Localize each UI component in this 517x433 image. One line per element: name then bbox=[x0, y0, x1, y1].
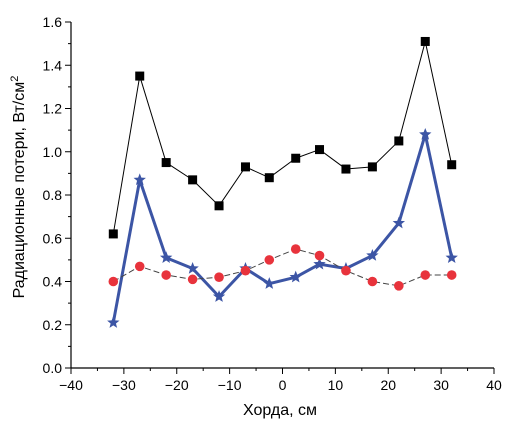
y-tick-label: 0.4 bbox=[43, 274, 63, 290]
data-point-square bbox=[214, 201, 224, 211]
series-circle bbox=[108, 244, 457, 291]
x-tick-label: −20 bbox=[165, 377, 189, 393]
data-point-square bbox=[291, 153, 301, 163]
y-tick-label: 1.2 bbox=[43, 101, 63, 117]
data-point-square bbox=[135, 71, 145, 81]
data-point-circle bbox=[134, 261, 145, 272]
data-point-star bbox=[212, 290, 226, 302]
data-point-circle bbox=[446, 270, 457, 280]
data-point-square bbox=[367, 162, 377, 172]
series-star bbox=[107, 127, 458, 328]
y-tick-label: 0.0 bbox=[43, 360, 63, 376]
y-tick-label: 1.0 bbox=[43, 144, 63, 160]
data-point-star bbox=[159, 251, 173, 263]
x-ticks: −40 −30 −20 −10 0 10 20 30 40 bbox=[59, 368, 502, 393]
data-point-square bbox=[315, 145, 325, 155]
data-point-square bbox=[240, 162, 250, 172]
data-point-star bbox=[419, 127, 432, 140]
data-point-star bbox=[366, 249, 379, 261]
series-line bbox=[111, 132, 454, 323]
series-layer bbox=[107, 36, 458, 328]
x-tick-label: −30 bbox=[112, 377, 136, 393]
data-point-circle bbox=[240, 265, 251, 276]
data-point-star bbox=[289, 270, 302, 283]
y-axis-title-superscript: 2 bbox=[9, 76, 21, 82]
x-tick-label: 30 bbox=[433, 377, 449, 393]
data-point-circle bbox=[290, 244, 301, 254]
data-point-square bbox=[264, 173, 274, 183]
y-ticks: 0.0 0.2 0.4 0.6 0.8 1.0 1.2 1.4 1.6 bbox=[43, 14, 71, 376]
data-point-circle bbox=[187, 274, 198, 285]
data-point-circle bbox=[108, 276, 119, 287]
data-point-circle bbox=[161, 270, 171, 280]
data-point-square bbox=[447, 160, 457, 170]
data-point-star bbox=[186, 262, 199, 274]
data-point-square bbox=[108, 229, 118, 239]
data-point-star bbox=[133, 173, 146, 186]
y-tick-label: 0.8 bbox=[43, 187, 63, 203]
data-point-circle bbox=[367, 276, 378, 287]
data-point-square bbox=[394, 136, 404, 146]
data-point-circle bbox=[314, 250, 325, 261]
x-tick-label: 20 bbox=[380, 377, 396, 393]
x-tick-label: 40 bbox=[486, 377, 502, 393]
data-point-star bbox=[445, 251, 458, 263]
y-tick-label: 0.2 bbox=[43, 317, 63, 333]
axes bbox=[70, 22, 494, 369]
data-point-circle bbox=[341, 265, 351, 276]
data-point-circle bbox=[420, 270, 431, 280]
data-point-square bbox=[161, 158, 171, 168]
data-point-square bbox=[188, 175, 198, 185]
data-point-square bbox=[420, 36, 430, 46]
y-tick-label: 1.4 bbox=[43, 57, 63, 73]
x-tick-label: 0 bbox=[279, 377, 287, 393]
data-point-star bbox=[263, 277, 276, 289]
data-point-star bbox=[107, 316, 120, 328]
data-point-star bbox=[392, 216, 406, 229]
y-axis-title-main: Радиационные потери, Вт/см bbox=[11, 82, 28, 299]
y-tick-label: 0.6 bbox=[43, 230, 63, 246]
data-point-square bbox=[341, 164, 351, 174]
x-axis-title: Хорда, см bbox=[243, 402, 317, 419]
data-point-star bbox=[313, 257, 326, 270]
x-tick-label: −10 bbox=[218, 377, 242, 393]
series-square bbox=[108, 36, 457, 239]
data-point-circle bbox=[264, 255, 275, 265]
x-tick-label: −40 bbox=[59, 377, 83, 393]
data-point-circle bbox=[214, 272, 224, 282]
y-axis-title: Радиационные потери, Вт/см2 bbox=[9, 76, 28, 299]
data-point-circle bbox=[394, 281, 404, 291]
x-tick-label: 10 bbox=[328, 377, 344, 393]
y-tick-label: 1.6 bbox=[43, 14, 63, 30]
